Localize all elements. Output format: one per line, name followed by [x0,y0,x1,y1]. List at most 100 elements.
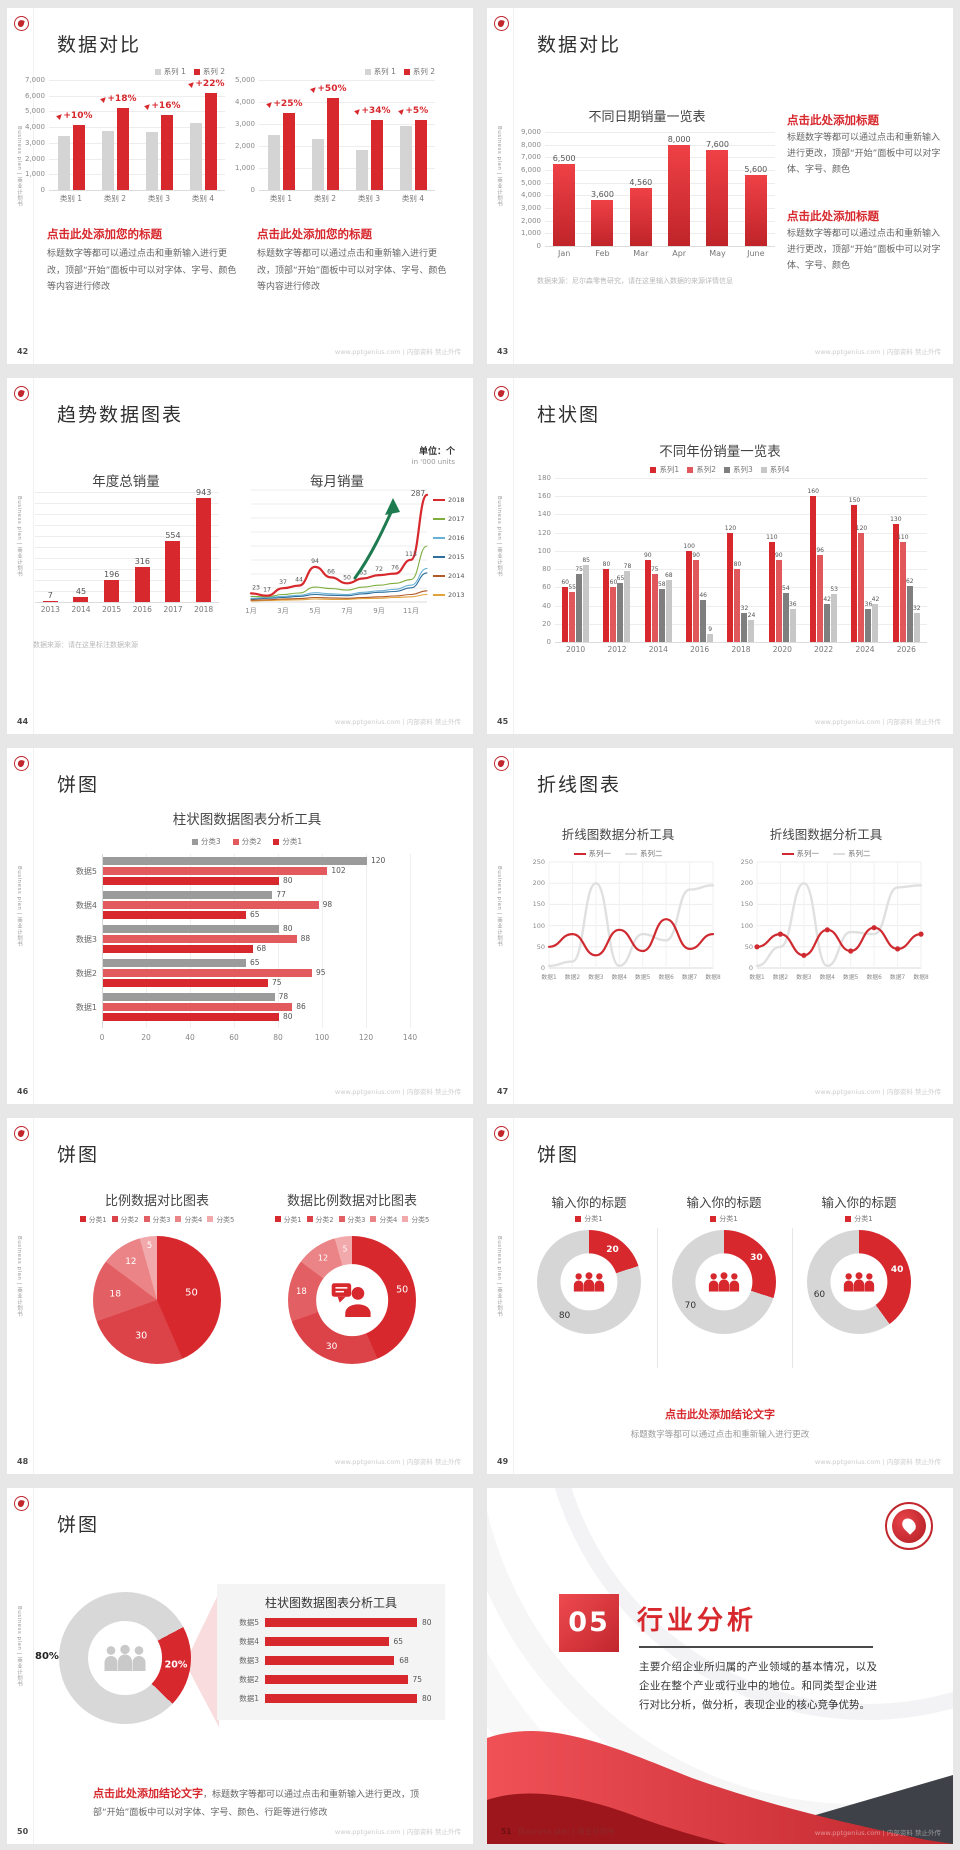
x-tick-label: 数据8 [913,975,929,981]
legend-label: 分类3 [200,837,221,846]
bar-series2: 60 [610,579,617,642]
bar-series4: 85 [582,557,590,642]
conclusion-block: 点击此处添加结论文字，标题数字等都可以通过点击和重新输入进行更改，顶部“开始”面… [93,1784,429,1822]
section-title: 行业分析 [637,1606,758,1636]
block-body: 标题数字等都可以通过点击和重新输入进行更改，顶部“开始”面板中可以对字体、字号、… [787,229,941,272]
slide-44[interactable]: Business plan | 商业计划书 趋势数据图表 44 www.pptgeni… [7,378,473,734]
side-strip-divider [33,1488,34,1844]
grouped-bar-chart: 0 1,000 2,000 3,000 4,000 5,000 6,000 7,000 类别 1… [19,76,225,206]
bar-value-label: 65 [393,1637,404,1646]
slide-50[interactable]: Business plan | 商业计划书 饼图 50 www.pptgenius.c… [7,1488,473,1844]
grid-line [49,127,225,129]
bar-series2: 55 [568,584,576,642]
bar-value-label: 120 [724,524,737,532]
page-number: 50 [17,1827,29,1836]
legend-item: 分类1 [710,1214,738,1224]
bar-value-label: 55 [568,583,576,591]
brand-logo-icon [885,1502,933,1550]
x-tick-label: 120 [358,1033,374,1042]
brand-logo-icon [14,16,29,31]
brand-logo-icon [14,386,29,401]
chart-title: 输入你的标题 [821,1195,897,1210]
grid-line [555,514,927,516]
legend-item: 分类3 [143,1214,171,1224]
slice-label: 12 [125,1257,137,1268]
bar-series3: 42 [823,596,831,642]
bar-value-label: 85 [582,556,590,564]
grid-line [555,550,927,552]
bar-value-label: 120 [371,856,386,865]
chart-footnote: 数据来源：尼尔森零售研究，请在这里输入数据的来源详情信息 [537,277,733,285]
legend-swatch [154,68,161,75]
legend-label: 2015 [448,553,465,561]
logo-flame-icon [17,18,25,27]
bar-series3: 62 [906,578,914,642]
bar-series1 [399,126,412,190]
y-tick-label: 250 [740,858,753,866]
slice-label: 50 [185,1287,198,1299]
gray-share-label: 80% [35,1651,59,1662]
chart-legend: 系列 1 系列 2 [115,66,225,77]
page-title: 数据对比 [57,34,142,56]
slide-46[interactable]: Business plan | 商业计划书 饼图 46 www.pptgenius.c… [7,748,473,1104]
bar-series1: 130 [890,516,902,642]
chart-title: 输入你的标题 [551,1195,627,1210]
slide-42[interactable]: Business plan | 商业计划书 数据对比 42 www.pptgenius… [7,8,473,364]
hbar-series1 [265,1656,395,1665]
block-heading: 点击此处添加您的标题 [257,227,372,241]
y-tick-label: 2,000 [520,216,541,225]
legend-label: 分类3 [152,1216,171,1224]
chart-legend: 系列一 系列二 [731,848,921,859]
y-tick-label: 50 [744,942,753,951]
y-tick-label: 50 [536,942,545,951]
bar-value-label: 98 [322,900,333,909]
y-tick-label: 0 [540,964,545,972]
bar-value-label: 3,600 [591,190,614,200]
bar-series2 [116,107,129,190]
x-category-label: June [747,249,765,258]
slide-49[interactable]: Business plan | 商业计划书 饼图 49 www.pptgenius.c… [487,1118,953,1474]
bar-value-label: 36 [788,601,797,609]
bar-series4: 24 [748,612,755,642]
side-strip-divider [513,1118,514,1474]
bar-value-label: 46 [699,592,707,600]
row-category-label: 数据2 [239,1675,259,1684]
grid-line [35,569,219,570]
bar-value-label: 77 [276,890,286,899]
slide-47[interactable]: Business plan | 商业计划书 折线图表 47 www.pptgenius… [487,748,953,1104]
slice-label: 20 [606,1244,619,1255]
grid-line [35,503,219,504]
legend-swatch [833,852,845,855]
x-tick-label: 7月 [341,607,353,615]
page-number: 43 [497,347,509,356]
bar-series1: 4,560 [629,178,652,246]
title-underline [639,1646,873,1648]
slide-45[interactable]: Business plan | 商业计划书 柱状图 45 www.pptgenius.… [487,378,953,734]
bar-value-label: 36 [864,601,873,609]
bar-series4: 9 [707,626,714,642]
slide-51[interactable]: 05 行业分析 主要介绍企业所归属的产业领域的基本情况，以及企业在整个产业或行业中的… [487,1488,953,1844]
x-tick-label: 数据1 [541,975,557,981]
y-tick-label: 40 [542,601,551,610]
bar-value-label: 65 [616,574,625,582]
slide-48[interactable]: Business plan | 商业计划书 饼图 48 www.pptgenius.c… [7,1118,473,1474]
x-tick-label: 9月 [373,607,385,615]
slice-label: 60 [813,1289,826,1300]
grid-line [545,182,775,184]
bar-value-label: 196 [104,570,120,580]
bar-series1: 316 [135,557,150,602]
legend-swatch [710,1216,717,1222]
legend-swatch [191,838,198,845]
bar-series1: 8,000 [668,135,691,246]
grid-line [259,80,435,81]
legend-label: 2014 [448,572,465,580]
bar-value-label: 75 [272,978,282,987]
side-strip-text: Business plan | 商业计划书 [496,496,502,578]
chart-title: 柱状图数据图表分析工具 [172,812,322,828]
slide-43[interactable]: Business plan | 商业计划书 数据对比 43 www.pptgenius… [487,8,953,364]
legend-item: 分类1 [274,1214,302,1224]
legend-swatch [79,1216,86,1222]
bar-series3: 32 [741,605,748,642]
brand-logo-icon [14,1496,29,1511]
bar-series1 [57,135,70,190]
